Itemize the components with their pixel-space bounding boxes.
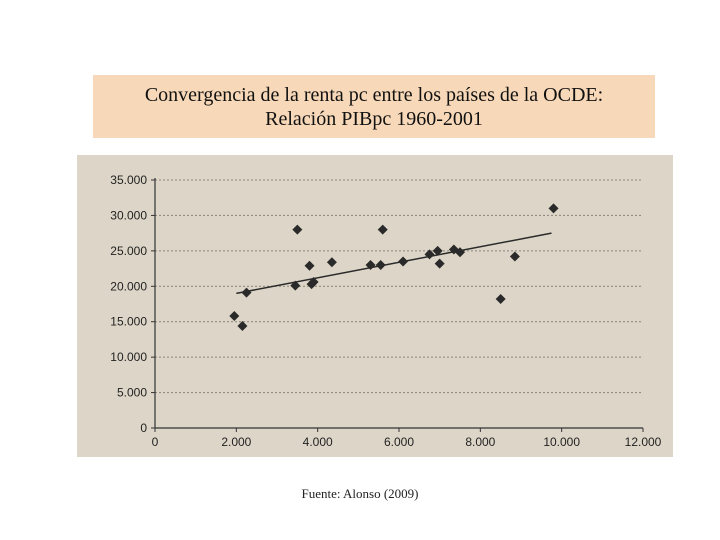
x-tick-label: 2.000 [221,435,251,449]
data-point [548,203,559,214]
data-point [495,294,506,305]
trendline-layer [236,232,552,295]
scatter-chart: 0 5.000 10.000 15.000 20.000 25.000 30.000 35.0… [77,155,673,457]
data-point [455,247,465,258]
data-point [292,224,303,235]
chart-background-rect [77,155,673,457]
data-point [308,277,319,288]
x-tick-label: 4.000 [303,435,333,449]
data-point [365,260,376,271]
x-tick-label: 6.000 [384,435,414,449]
data-point [375,260,386,271]
y-tick-label: 5.000 [117,386,147,400]
y-tick-label: 10.000 [110,350,147,364]
y-tick-label: 20.000 [110,279,147,293]
scatter-chart-svg: 0 5.000 10.000 15.000 20.000 25.000 30.000 35.0… [77,155,673,457]
trendline [236,232,552,295]
chart-title-line-2: Relación PIBpc 1960-2001 [265,107,483,130]
chart-grid [155,179,643,394]
chart-title-box: Convergencia de la renta pc entre los pa… [93,75,655,138]
data-point [377,224,388,235]
data-points [229,203,559,331]
data-point [326,257,337,268]
chart-title-line-1: Convergencia de la renta pc entre los pa… [144,83,604,106]
x-tick-label: 12.000 [625,435,662,449]
data-point [229,311,240,322]
data-point [290,280,301,291]
y-tick-label: 30.000 [110,208,147,222]
data-point [509,251,520,262]
chart-background [77,155,673,457]
data-point [434,258,445,269]
x-tick-label: 0 [152,435,159,449]
x-tick-label: 10.000 [543,435,580,449]
chart-axes: 0 5.000 10.000 15.000 20.000 25.000 30.000 35.0… [110,173,661,449]
y-tick-label: 35.000 [110,173,147,187]
data-point [304,260,315,271]
data-point [237,320,248,331]
data-point [432,245,443,256]
y-tick-label: 25.000 [110,244,147,258]
data-point [424,249,435,260]
y-tick-label: 15.000 [110,315,147,329]
source-caption: Fuente: Alonso (2009) [301,486,419,501]
data-point [241,287,252,298]
y-tick-label: 0 [140,421,147,435]
x-tick-label: 8.000 [465,435,495,449]
data-point [398,256,409,267]
